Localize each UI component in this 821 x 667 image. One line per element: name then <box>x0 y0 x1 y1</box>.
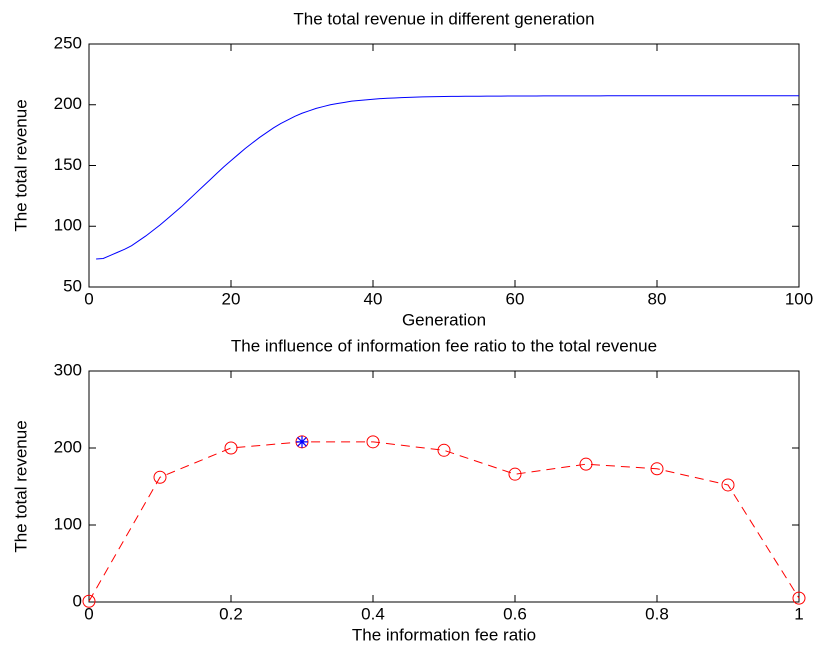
y-tick-label: 250 <box>54 33 82 52</box>
x-tick-label: 20 <box>222 289 241 308</box>
marker <box>508 467 522 481</box>
x-tick-label: 0.8 <box>645 604 669 623</box>
x-tick-label: 80 <box>648 289 667 308</box>
y-axis-label: The total revenue <box>11 99 30 231</box>
plot-area <box>88 43 800 288</box>
marker <box>366 435 380 449</box>
marker <box>650 462 664 476</box>
x-tick-label: 0 <box>84 604 93 623</box>
plot-area <box>88 370 800 603</box>
x-axis-label: The information fee ratio <box>352 625 536 644</box>
marker <box>579 457 593 471</box>
marker <box>296 435 308 448</box>
y-tick-label: 200 <box>54 94 82 113</box>
x-tick-label: 40 <box>364 289 383 308</box>
series-line <box>96 95 799 260</box>
x-tick-label: 1 <box>794 604 803 623</box>
y-tick-label: 200 <box>54 437 82 456</box>
chart-title: The influence of information fee ratio t… <box>231 336 657 355</box>
x-tick-label: 0.6 <box>503 604 527 623</box>
marker <box>82 594 96 608</box>
y-tick-label: 100 <box>54 216 82 235</box>
marker <box>721 478 735 492</box>
x-tick-label: 0.2 <box>219 604 243 623</box>
y-tick-label: 50 <box>63 276 82 295</box>
y-tick-label: 0 <box>73 591 82 610</box>
y-tick-label: 300 <box>54 360 82 379</box>
x-tick-label: 100 <box>785 289 813 308</box>
marker <box>437 443 451 457</box>
x-axis-label: Generation <box>402 310 486 329</box>
y-axis-label: The total revenue <box>11 420 30 552</box>
x-tick-label: 0.4 <box>361 604 385 623</box>
series-line <box>88 441 800 602</box>
y-tick-label: 150 <box>54 155 82 174</box>
marker <box>153 470 167 484</box>
marker <box>792 591 806 605</box>
chart-title: The total revenue in different generatio… <box>293 9 594 28</box>
marker <box>224 441 238 455</box>
x-tick-label: 0 <box>84 289 93 308</box>
x-tick-label: 60 <box>506 289 525 308</box>
y-tick-label: 100 <box>54 514 82 533</box>
